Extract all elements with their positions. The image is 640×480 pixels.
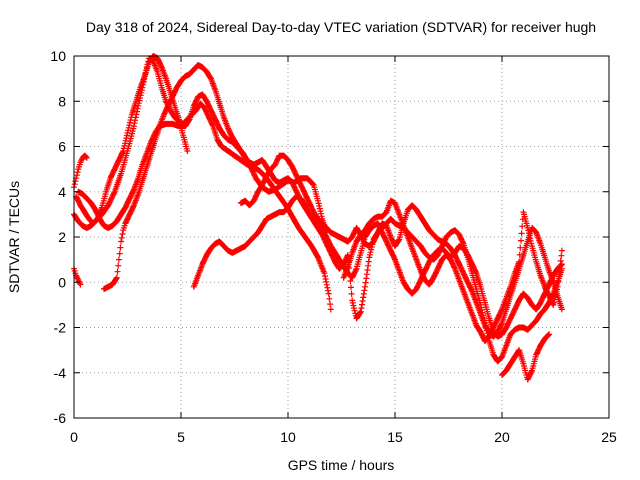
chart-title: Day 318 of 2024, Sidereal Day-to-day VTE… — [86, 19, 596, 35]
y-tick-label: 6 — [58, 139, 66, 155]
y-axis-label: SDTVAR / TECUs — [6, 181, 22, 293]
y-tick-label: 4 — [58, 184, 66, 200]
y-tick-label: 8 — [58, 93, 66, 109]
x-tick-label: 25 — [601, 429, 617, 445]
x-tick-label: 10 — [280, 429, 296, 445]
satellite-track-4 — [73, 53, 191, 227]
satellite-track-10 — [499, 331, 553, 383]
data-point-markers — [499, 331, 553, 383]
y-tick-label: -6 — [54, 410, 67, 426]
satellite-track-7 — [190, 193, 565, 365]
y-tick-label: -4 — [54, 365, 67, 381]
grid-lines — [74, 56, 609, 418]
axis-ticks: 0 5 10 15 20 25 -6 -4 -2 0 2 4 6 8 10 — [50, 48, 617, 445]
x-tick-label: 15 — [387, 429, 403, 445]
data-series — [71, 53, 565, 383]
x-axis-label: GPS time / hours — [288, 457, 395, 473]
y-tick-label: 10 — [50, 48, 66, 64]
y-tick-label: 2 — [58, 229, 66, 245]
data-point-markers — [190, 193, 565, 365]
data-point-markers — [340, 197, 565, 345]
data-point-markers — [73, 53, 191, 227]
x-tick-label: 0 — [70, 429, 78, 445]
x-tick-label: 20 — [494, 429, 510, 445]
satellite-track-9 — [340, 197, 565, 345]
x-tick-label: 5 — [177, 429, 185, 445]
y-tick-label: 0 — [58, 274, 66, 290]
y-tick-label: -2 — [54, 320, 67, 336]
